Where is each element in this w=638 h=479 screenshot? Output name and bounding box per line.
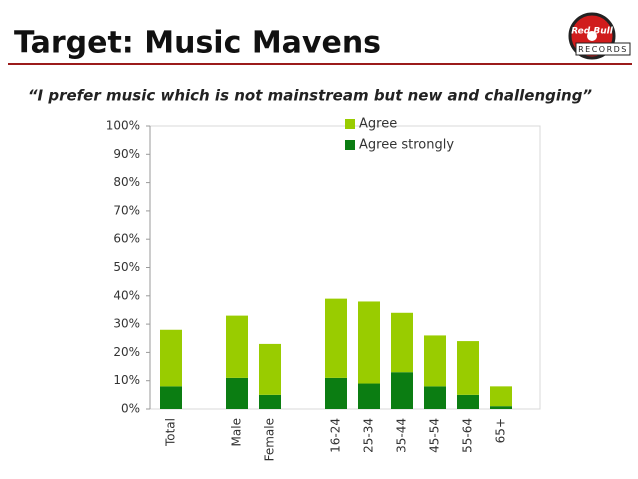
chart-subtitle: “I prefer music which is not mainstream … — [28, 87, 593, 105]
logo-brand: Red Bull — [571, 27, 614, 37]
y-tick-label: 100% — [106, 119, 140, 133]
bar-segment — [391, 372, 413, 409]
x-tick-label: 16-24 — [329, 418, 343, 453]
x-tick-label: Total — [164, 418, 178, 447]
y-tick-label: 30% — [113, 317, 140, 331]
y-tick-label: 40% — [113, 288, 140, 302]
y-tick-label: 10% — [113, 373, 140, 387]
x-tick-label: Female — [263, 418, 277, 461]
bar-segment — [259, 394, 281, 409]
x-tick-label: 65+ — [494, 418, 508, 443]
legend-swatch — [345, 140, 355, 150]
y-tick-label: 80% — [113, 175, 140, 189]
legend-swatch — [345, 119, 355, 129]
bar-segment — [457, 341, 479, 395]
x-tick-label: 45-54 — [428, 418, 442, 453]
slide-title: Target: Music Mavens — [14, 26, 381, 61]
y-tick-label: 60% — [113, 232, 140, 246]
y-tick-label: 70% — [113, 203, 140, 217]
bar-segment — [325, 298, 347, 378]
bar-segment — [226, 377, 248, 409]
bar-segment — [358, 383, 380, 409]
bar-segment — [358, 301, 380, 384]
bar-segment — [325, 377, 347, 409]
bar-segment — [160, 386, 182, 409]
bar-segment — [160, 329, 182, 387]
legend-label: Agree — [359, 117, 397, 132]
bar-segment — [457, 394, 479, 409]
bar-segment — [490, 386, 512, 407]
x-tick-label: 35-44 — [395, 418, 409, 453]
logo-text: RECORDS — [578, 45, 628, 54]
bar-segment — [424, 386, 446, 409]
bar-segment — [490, 406, 512, 409]
logo: Red Bull RECORDS — [568, 12, 631, 60]
x-tick-label: 25-34 — [362, 418, 376, 453]
x-tick-label: 55-64 — [461, 418, 475, 453]
bar-segment — [226, 315, 248, 378]
y-tick-label: 50% — [113, 260, 140, 274]
bar-segment — [424, 335, 446, 387]
y-tick-label: 0% — [121, 402, 140, 416]
bar-segment — [259, 343, 281, 395]
x-tick-label: Male — [230, 418, 244, 446]
y-tick-label: 20% — [113, 345, 140, 359]
bar-segment — [391, 312, 413, 373]
y-tick-label: 90% — [113, 147, 140, 161]
legend-label: Agree strongly — [359, 138, 454, 153]
